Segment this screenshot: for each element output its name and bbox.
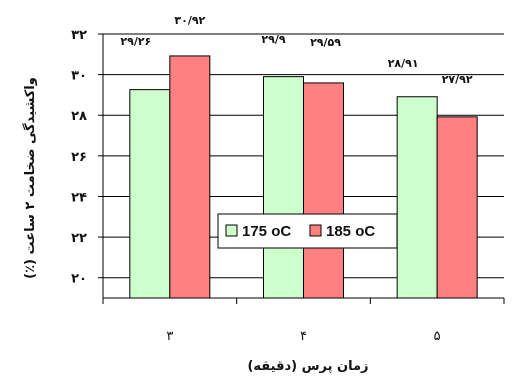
bar-series-185 xyxy=(436,116,478,299)
axes xyxy=(102,34,504,299)
x-axis-title: زمان پرس (دقیقه) xyxy=(247,359,368,374)
legend-swatch xyxy=(309,224,322,237)
y-axis-title: واکشیدگی ضخامت ۲ ساعت (٪) xyxy=(22,77,38,279)
bar-series-175 xyxy=(263,76,304,299)
y-tick-label: ۲۰ xyxy=(71,272,87,287)
legend-box xyxy=(217,213,398,249)
bars xyxy=(129,55,478,299)
bar-series-175 xyxy=(396,96,438,299)
bar-series-185 xyxy=(169,55,211,299)
x-ticks: ۳ ۴ ۵ xyxy=(102,298,505,344)
data-label: ۳۰/۹۲ xyxy=(174,14,205,27)
data-label: ۲۸/۹۱ xyxy=(388,57,419,70)
legend: 175 oC 185 oC xyxy=(217,213,398,249)
y-tick-label: ۳۲ xyxy=(71,28,87,43)
x-tick-label: ۳ xyxy=(166,329,173,344)
y-tick-label: ۲۲ xyxy=(71,231,87,246)
legend-swatch xyxy=(225,224,238,237)
x-tick-label: ۵ xyxy=(434,329,441,344)
y-tick-label: ۲۴ xyxy=(71,190,87,205)
bar-series-175 xyxy=(129,89,171,299)
y-tick-label: ۲۶ xyxy=(71,150,87,165)
x-tick-label: ۴ xyxy=(300,329,307,344)
data-label: ۲۹/۵۹ xyxy=(310,36,341,49)
legend-entry: 185 oC xyxy=(326,223,375,240)
legend-entry: 175 oC xyxy=(242,223,291,240)
data-label: ۲۹/۲۶ xyxy=(120,35,151,48)
y-tick-label: ۲۸ xyxy=(71,109,87,124)
y-tick-label: ۳۰ xyxy=(71,69,87,84)
bar-series-185 xyxy=(303,82,344,299)
data-label: ۲۹/۹ xyxy=(261,33,285,46)
data-labels: ۲۹/۲۶ ۳۰/۹۲ ۲۹/۹ ۲۹/۵۹ ۲۸/۹۱ ۲۷/۹۲ xyxy=(120,14,472,86)
y-ticks: ۲۰ ۲۲ ۲۴ ۲۶ ۲۸ ۳۰ ۳۲ xyxy=(71,28,103,287)
data-label: ۲۷/۹۲ xyxy=(442,73,473,86)
